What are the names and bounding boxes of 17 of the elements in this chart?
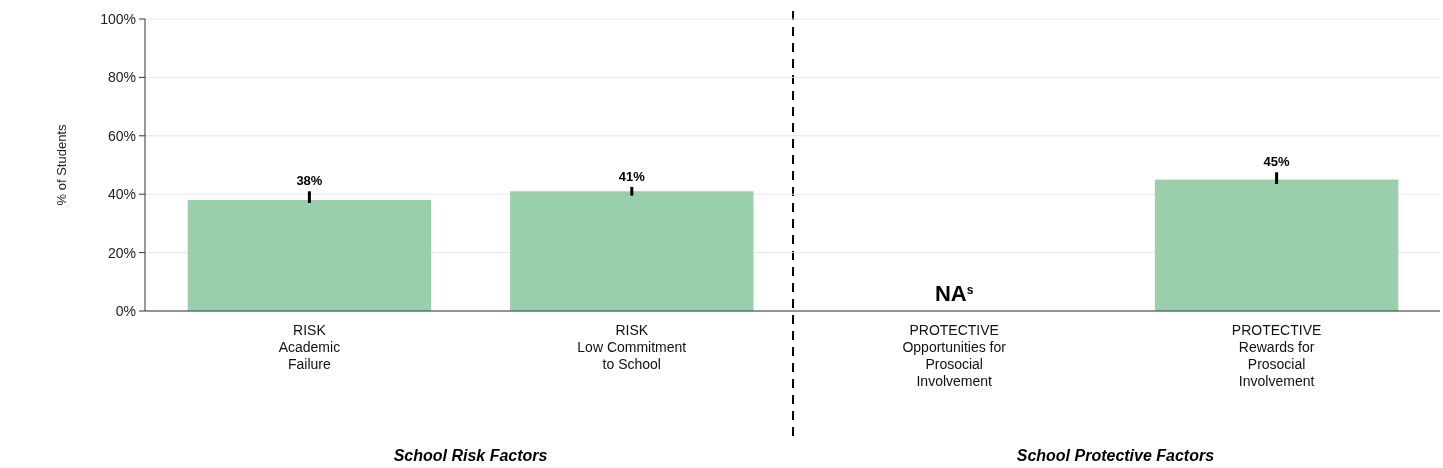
y-tick-label: 20%: [107, 244, 136, 261]
y-tick-label: 0%: [115, 302, 136, 319]
text: School Risk Factors: [393, 447, 548, 464]
annotation: NA$^{s}$: [934, 281, 974, 306]
x-tick-label: PROTECTIVE Opportunities for Prosocial Involvement: [902, 322, 1007, 389]
x-tick-label: RISK Low Commitment to School: [577, 322, 687, 372]
data-label: 38%: [296, 173, 323, 189]
y-tick-label: 40%: [107, 186, 136, 203]
y-tick-label: 100%: [100, 10, 136, 27]
y-axis-title: % of Students: [54, 124, 69, 206]
data-label: 41%: [618, 168, 646, 184]
y-tick-label: 80%: [107, 69, 136, 86]
x-tick-label: PROTECTIVE Rewards for Prosocial Involvement: [1231, 322, 1322, 389]
data-label: 45%: [1263, 154, 1291, 170]
y-tick-label: 60%: [107, 127, 136, 144]
text: School Protective Factors: [1016, 447, 1215, 464]
x-tick-label: RISK Academic Failure: [278, 322, 341, 372]
